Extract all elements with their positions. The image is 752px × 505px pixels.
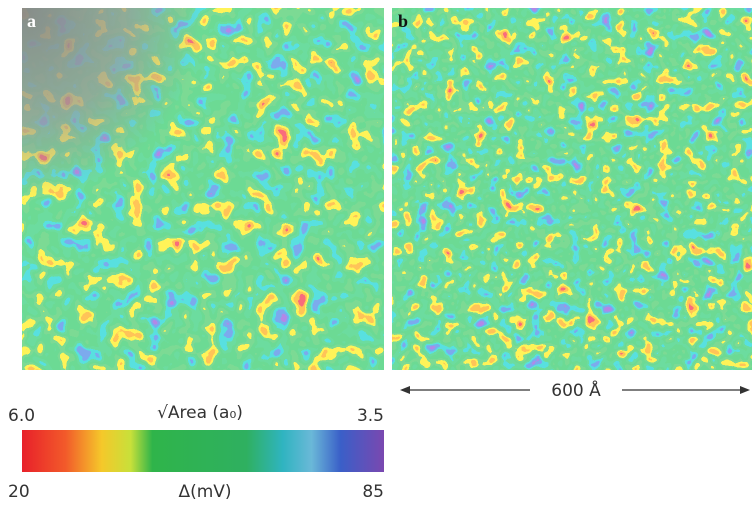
colorbar-label: 85 [362,482,384,502]
colorbar-label: 6.0 [8,406,35,426]
colorbar [22,430,384,472]
colorbar-title: √Area (a₀) [157,403,243,423]
colorbar-title: Δ(mV) [178,482,231,502]
scale-label-bg [530,380,622,400]
panel-label: b [398,11,408,31]
colorbar-label: 20 [8,482,30,502]
colorbar-label: 3.5 [357,406,384,426]
topograph-overlay [22,8,202,198]
panel-label: a [27,11,36,31]
scale-label: 600 Å [551,379,601,401]
gap-map-b [392,8,752,370]
